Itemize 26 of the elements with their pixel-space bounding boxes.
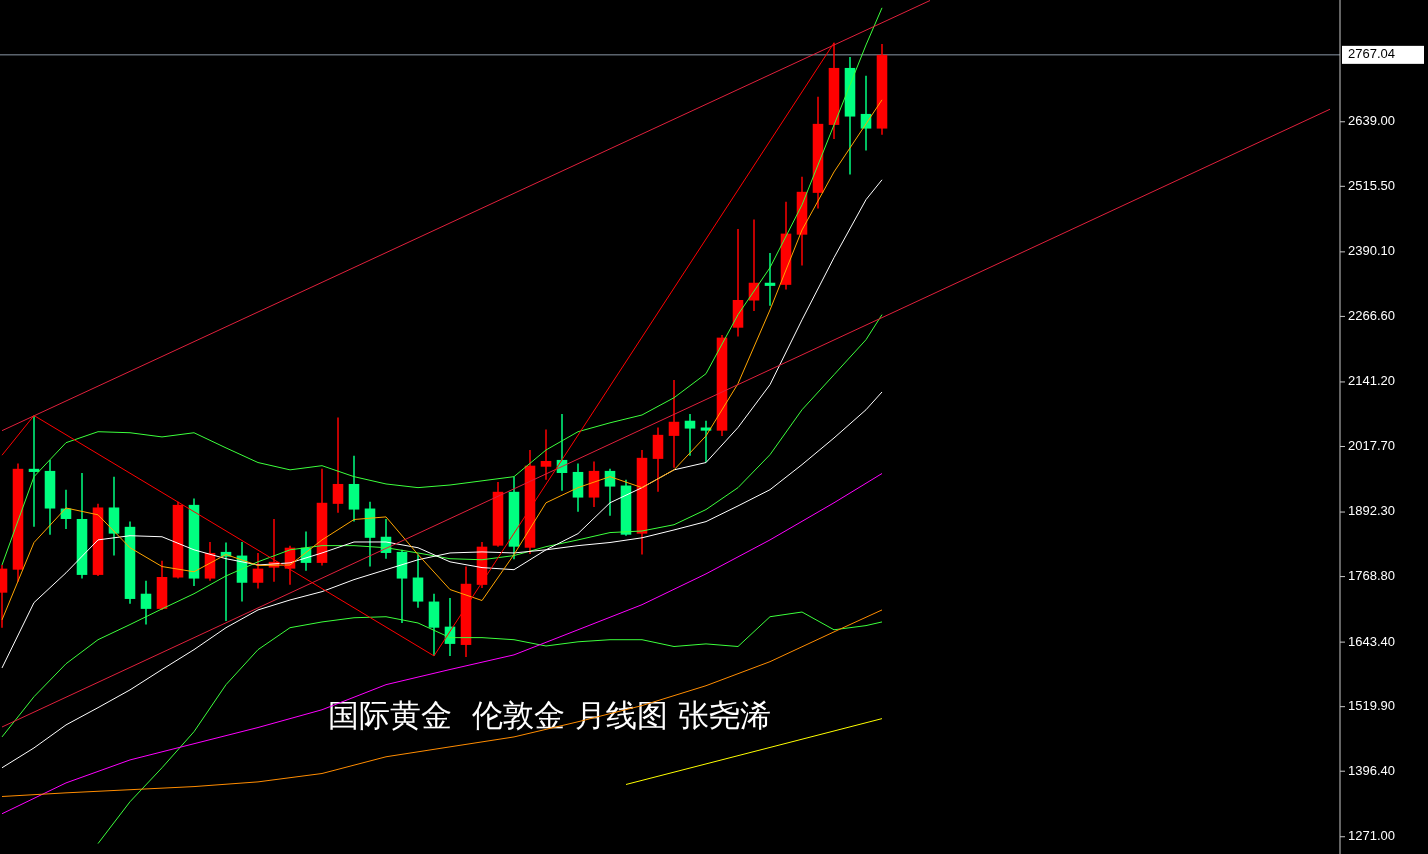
candlestick xyxy=(140,579,152,626)
line-series xyxy=(97,611,883,845)
candlestick xyxy=(668,379,680,469)
y-tick-label: 1643.40 xyxy=(1348,633,1395,649)
ref-line-label: 2767.04 xyxy=(1348,46,1395,62)
y-tick-label: 2515.50 xyxy=(1348,177,1395,193)
y-tick-label: 2017.70 xyxy=(1348,437,1395,453)
line-series xyxy=(1,99,883,621)
y-tick-label: 2639.00 xyxy=(1348,113,1395,129)
candlestick xyxy=(684,413,696,457)
candlestick xyxy=(764,252,776,307)
y-tick-label: 1396.40 xyxy=(1348,762,1395,778)
y-tick-label: 2390.10 xyxy=(1348,243,1395,259)
candlestick xyxy=(252,552,264,590)
line-series xyxy=(1,609,883,798)
line-series xyxy=(1,473,883,815)
line-series xyxy=(1,7,883,566)
y-tick-label: 1892.30 xyxy=(1348,503,1395,519)
y-tick-label: 2266.60 xyxy=(1348,307,1395,323)
y-tick-label: 1271.00 xyxy=(1348,828,1395,844)
y-tick-label: 1519.90 xyxy=(1348,698,1395,714)
y-tick-label: 1768.80 xyxy=(1348,568,1395,584)
candlestick xyxy=(332,416,344,514)
line-series xyxy=(1,314,883,738)
candlestick xyxy=(540,428,552,481)
y-tick-label: 2141.20 xyxy=(1348,373,1395,389)
